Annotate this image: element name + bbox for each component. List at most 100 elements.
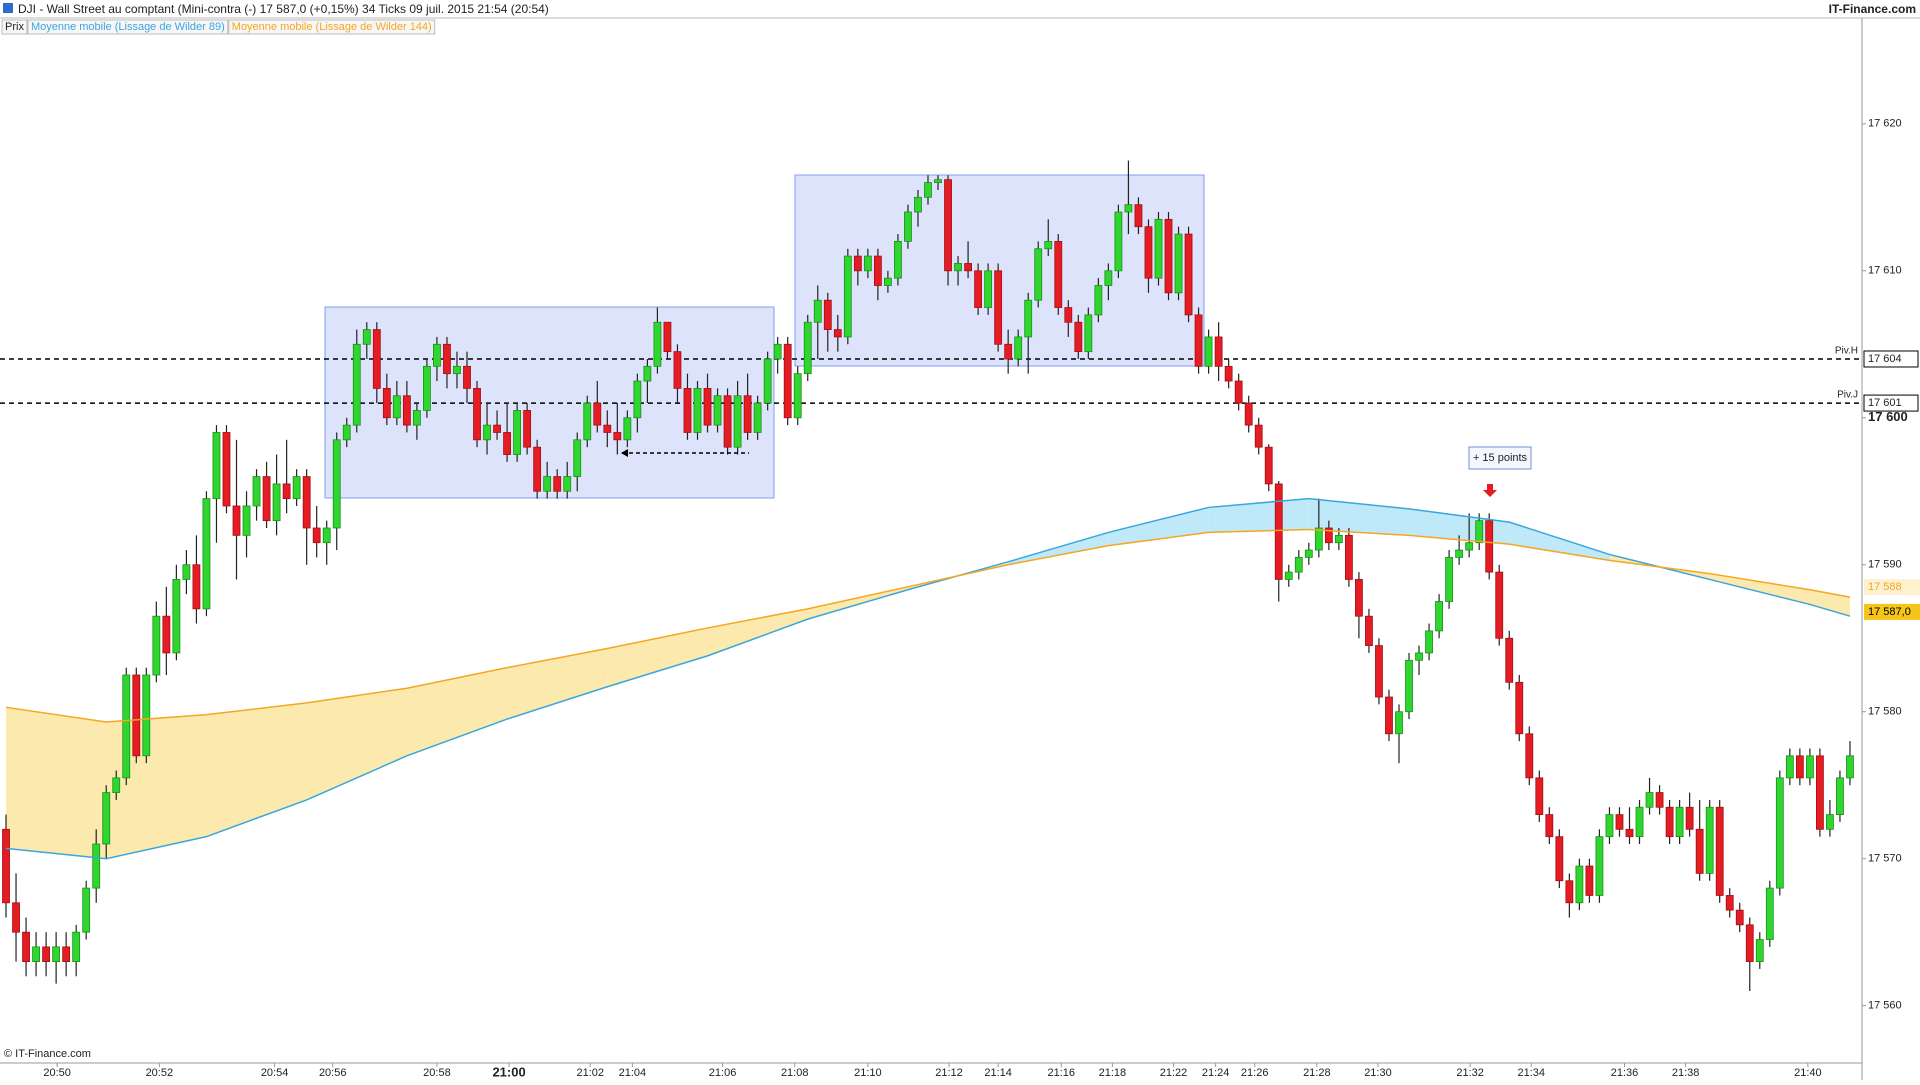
x-tick-label: 21:34 — [1518, 1067, 1546, 1079]
candle-body — [1725, 895, 1734, 911]
candle-body — [1826, 814, 1834, 830]
candle-body — [232, 505, 241, 536]
x-tick-label: 21:18 — [1099, 1067, 1127, 1079]
candle-body — [242, 505, 251, 536]
candle-body — [924, 182, 932, 198]
candle-body — [112, 777, 121, 793]
candle-body — [503, 432, 511, 455]
candle-body — [1735, 909, 1744, 926]
candle-body — [312, 527, 321, 544]
x-tick-label: 21:04 — [619, 1067, 647, 1079]
candle-body — [894, 241, 902, 279]
candle-body — [703, 387, 712, 426]
y-tick-label: 17 570 — [1868, 853, 1902, 865]
x-tick-label: 21:28 — [1303, 1067, 1331, 1079]
candle-body — [1314, 527, 1323, 551]
candle-body — [1805, 755, 1814, 779]
candle-body — [843, 255, 852, 338]
candle-body — [152, 615, 161, 676]
legend-entry: Prix — [5, 21, 24, 33]
candle-body — [1094, 285, 1103, 316]
ma-band — [1208, 498, 1309, 533]
moving-average — [5, 528, 1851, 723]
candle-body — [1214, 336, 1223, 367]
candle-body — [1044, 241, 1053, 250]
candle-body — [1344, 534, 1353, 580]
x-tick-label: 21:10 — [854, 1067, 882, 1079]
candle-body — [1565, 880, 1574, 904]
candle-body — [372, 329, 381, 389]
candle-body — [1605, 814, 1614, 838]
candle-body — [1284, 571, 1293, 580]
candle-body — [1234, 380, 1243, 404]
candle-body — [793, 373, 802, 419]
legend: Prix Moyenne mobile (Lissage de Wilder 89… — [1, 19, 436, 35]
candle-body — [713, 395, 722, 426]
candle-body — [412, 410, 421, 426]
x-tick-label: 20:50 — [43, 1067, 71, 1079]
candle-body — [603, 424, 612, 433]
candle-body — [1846, 755, 1854, 779]
candle-body — [262, 476, 271, 522]
candle-body — [402, 395, 411, 426]
price-marker — [1864, 603, 1920, 620]
x-tick-label: 21:32 — [1456, 1067, 1484, 1079]
candle-body — [1836, 777, 1844, 816]
candle-body — [1184, 233, 1193, 316]
price-marker-label: 17 588 — [1868, 581, 1902, 593]
x-tick-label: 20:56 — [319, 1067, 347, 1079]
candle-body — [783, 343, 792, 419]
candle-body — [423, 365, 431, 411]
candle-body — [162, 615, 171, 654]
candle-body — [633, 380, 642, 419]
candle-body — [282, 483, 291, 500]
candle-body — [1705, 806, 1714, 874]
candle-body — [1615, 814, 1624, 830]
candle-body — [2, 828, 10, 904]
candle-body — [1174, 233, 1183, 294]
candle-body — [1054, 241, 1063, 308]
x-tick-label: 21:14 — [984, 1067, 1012, 1079]
ma-band — [1108, 507, 1209, 546]
ma-band — [1409, 508, 1510, 545]
arrow-head — [621, 449, 628, 457]
candle-body — [833, 329, 842, 338]
candle-body — [1024, 299, 1033, 338]
candle-body — [1034, 248, 1043, 301]
candle-body — [132, 674, 141, 757]
candle-body — [142, 674, 151, 757]
candle-body — [944, 179, 952, 272]
candle-body — [1074, 321, 1083, 353]
candle-body — [533, 446, 542, 492]
y-tick-label: 17 620 — [1868, 118, 1902, 130]
candle-body — [222, 432, 231, 507]
x-tick-label: 21:00 — [492, 1064, 525, 1079]
candle-body — [1545, 814, 1554, 838]
x-tick-label: 21:12 — [935, 1067, 963, 1079]
candle-body — [1665, 806, 1674, 838]
candle-body — [1124, 204, 1133, 213]
x-tick-label: 21:26 — [1241, 1067, 1269, 1079]
candle-body — [673, 351, 682, 389]
candle-body — [433, 343, 441, 367]
x-tick-label: 21:36 — [1611, 1067, 1639, 1079]
candle-body — [763, 358, 772, 404]
candle-body — [994, 270, 1003, 345]
candle-body — [1365, 615, 1373, 646]
ma-band — [1709, 573, 1810, 605]
legend-box — [228, 19, 436, 35]
candle-body — [302, 476, 311, 529]
candle-body — [1435, 601, 1443, 632]
candle-body — [1635, 806, 1644, 838]
pivot-name: Piv.H — [1835, 346, 1858, 357]
candle-body — [332, 439, 341, 529]
annotation-box — [1468, 446, 1532, 470]
candle-body — [72, 931, 81, 962]
candle-body — [1485, 520, 1494, 573]
candle-body — [1004, 343, 1013, 360]
legend-box — [1, 19, 28, 35]
candle-body — [914, 196, 922, 213]
candle-body — [813, 299, 822, 323]
